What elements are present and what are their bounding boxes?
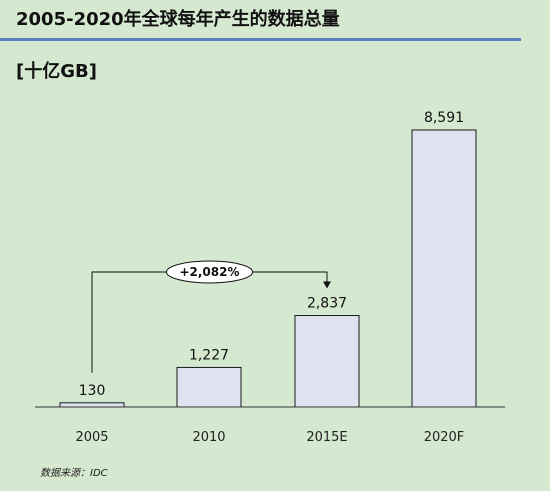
bars-group xyxy=(59,129,477,408)
bar-2020f xyxy=(411,129,477,408)
value-label-2015e: 2,837 xyxy=(307,296,347,312)
bar-2010 xyxy=(176,366,242,408)
category-label-2005: 2005 xyxy=(75,430,108,445)
value-label-2005: 130 xyxy=(79,383,106,399)
title-divider xyxy=(0,38,521,41)
category-label-2010: 2010 xyxy=(192,430,225,445)
value-label-2020f: 8,591 xyxy=(424,110,464,126)
growth-annotation: +2,082% xyxy=(91,260,331,373)
source-note: 数据来源：IDC xyxy=(40,468,108,479)
category-label-2015e: 2015E xyxy=(306,430,347,445)
category-label-2020f: 2020F xyxy=(424,430,465,445)
bar-2015e xyxy=(294,315,360,408)
value-labels-group: 130 1,227 2,837 8,591 xyxy=(79,110,464,399)
unit-label: [十亿GB] xyxy=(16,61,97,82)
chart-title: 2005-2020年全球每年产生的数据总量 xyxy=(16,9,340,30)
growth-bubble xyxy=(166,260,253,284)
value-label-2010: 1,227 xyxy=(189,347,229,363)
bar-2005 xyxy=(59,402,125,408)
growth-label: +2,082% xyxy=(179,265,239,279)
growth-arrowhead xyxy=(323,281,331,289)
category-labels-group: 2005 2010 2015E 2020F xyxy=(75,430,464,445)
